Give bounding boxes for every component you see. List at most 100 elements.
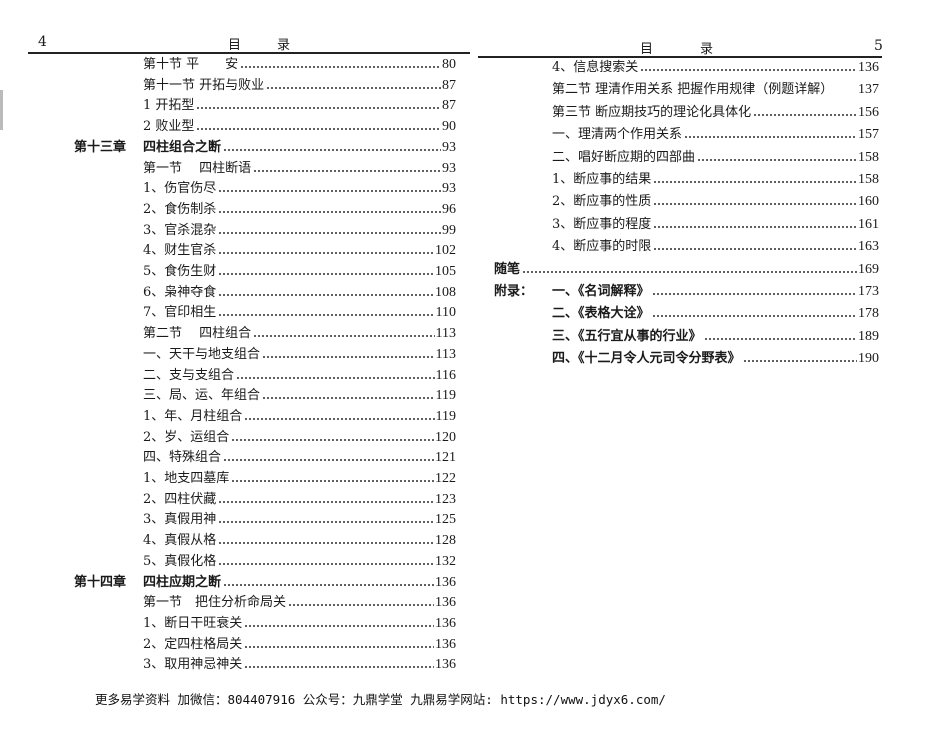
toc-entry-page-number: 123: [435, 491, 456, 507]
toc-entry-page-number: 105: [435, 264, 456, 279]
toc-entry[interactable]: 1、年、月柱组合 119: [143, 408, 456, 426]
toc-entry[interactable]: 三、《五行宜从事的行业》 189: [552, 328, 879, 346]
dot-leader: [218, 209, 441, 214]
toc-entry[interactable]: 四、特殊组合 121: [143, 449, 456, 467]
toc-entry-page-number: 137: [858, 82, 879, 98]
dot-leader: [653, 202, 857, 207]
dot-leader: [218, 251, 434, 256]
toc-entry[interactable]: 1 开拓型 87: [143, 97, 456, 115]
toc-entry[interactable]: 四柱组合之断 93: [143, 139, 456, 157]
toc-entry-page-number: 161: [858, 216, 879, 232]
toc-entry[interactable]: 二、《表格大诠》 178: [552, 305, 879, 323]
toc-entry-title: 二、唱好断应期的四部曲: [552, 149, 696, 165]
toc-entry-title: 2、岁、运组合: [143, 429, 230, 445]
toc-entry-title: 一、理清两个作用关系: [552, 127, 683, 143]
dot-leader: [218, 499, 434, 504]
toc-entry[interactable]: 第三节 断应期技巧的理论化具体化 156: [552, 104, 879, 122]
toc-entry-page-number: 136: [435, 657, 456, 673]
toc-entry-page-number: 90: [442, 119, 456, 135]
toc-entry[interactable]: 1、伤官伤尽 93: [143, 180, 456, 198]
toc-entry[interactable]: 1、断日干旺衰关 136: [143, 615, 456, 633]
toc-entry[interactable]: 2、四柱伏藏 123: [143, 491, 456, 509]
left-page-number: 4: [38, 34, 47, 50]
toc-entry[interactable]: 二、支与支组合 116: [143, 367, 456, 385]
toc-entry[interactable]: 三、局、运、年组合 119: [143, 387, 456, 405]
toc-entry[interactable]: 一、理清两个作用关系 157: [552, 126, 879, 144]
dot-leader: [218, 541, 434, 546]
toc-entry[interactable]: 7、官印相生 110: [143, 304, 456, 322]
toc-entry-title: 二、支与支组合: [143, 367, 235, 383]
toc-entry-title: 2、食伤制杀: [143, 201, 217, 217]
toc-entry[interactable]: 二、唱好断应期的四部曲 158: [552, 149, 879, 167]
dot-leader: [218, 272, 434, 276]
toc-entry-page-number: 136: [435, 574, 456, 590]
toc-entry-title: 5、食伤生财: [143, 264, 217, 279]
toc-entry[interactable]: 3、取用神忌神关 136: [143, 656, 456, 674]
toc-entry[interactable]: 随笔 169: [494, 261, 879, 279]
toc-entry[interactable]: 第一节 把住分析命局关 136: [143, 594, 456, 612]
toc-entry-page-number: 102: [435, 243, 456, 259]
toc-entry[interactable]: 3、官杀混杂 99: [143, 222, 456, 240]
dot-leader: [835, 90, 857, 94]
dot-leader: [244, 416, 435, 421]
toc-entry[interactable]: 第十一节 开拓与败业 87: [143, 77, 456, 95]
toc-entry-page-number: 136: [435, 636, 456, 652]
toc-entry[interactable]: 第二节 理清作用关系 把握作用规律（例题详解） 137: [552, 81, 879, 99]
chapter-label: 附录：: [494, 284, 534, 299]
toc-entry-title: 4、信息搜索关: [552, 60, 639, 75]
dot-leader: [218, 189, 441, 194]
toc-entry[interactable]: 3、真假用神 125: [143, 511, 456, 529]
chapter-label: 第十三章: [74, 139, 127, 155]
toc-entry[interactable]: 5、真假化格 132: [143, 553, 456, 571]
toc-entry[interactable]: 4、真假从格 128: [143, 532, 456, 550]
toc-entry[interactable]: 4、断应事的时限 163: [552, 238, 879, 256]
toc-entry[interactable]: 第十节 平 安 80: [143, 56, 456, 74]
toc-entry[interactable]: 2、岁、运组合 120: [143, 429, 456, 447]
dot-leader: [218, 520, 434, 525]
toc-entry[interactable]: 第二节 四柱组合 113: [143, 325, 456, 343]
toc-entry[interactable]: 4、财生官杀 102: [143, 242, 456, 260]
toc-entry[interactable]: 4、信息搜索关 136: [552, 59, 879, 77]
toc-entry-title: 二、《表格大诠》: [552, 306, 650, 322]
toc-entry-page-number: 108: [435, 284, 456, 300]
dot-leader: [244, 623, 434, 628]
dot-leader: [253, 168, 441, 173]
toc-entry[interactable]: 1、断应事的结果 158: [552, 171, 879, 189]
toc-entry-page-number: 158: [858, 172, 879, 187]
toc-entry-page-number: 132: [435, 553, 456, 569]
toc-entry[interactable]: 第一节 四柱断语 93: [143, 160, 456, 178]
toc-entry-title: 7、官印相生: [143, 305, 217, 321]
toc-entry[interactable]: 一、《名词解释》 173: [552, 283, 879, 301]
dot-leader: [651, 292, 857, 296]
toc-entry[interactable]: 2、断应事的性质 160: [552, 193, 879, 211]
toc-entry-title: 4、断应事的时限: [552, 239, 652, 255]
toc-entry-title: 随笔: [494, 261, 521, 277]
toc-entry[interactable]: 2 败业型 90: [143, 118, 456, 136]
left-header-lu: 录: [277, 38, 291, 53]
toc-entry[interactable]: 6、枭神夺食 108: [143, 284, 456, 302]
toc-entry-page-number: 93: [442, 139, 456, 155]
scan-edge-mark: [0, 90, 3, 130]
right-header-rule: [478, 56, 882, 58]
dot-leader: [651, 314, 857, 319]
toc-entry-page-number: 136: [435, 595, 456, 611]
toc-entry-page-number: 178: [858, 306, 879, 322]
toc-entry-title: 5、真假化格: [143, 553, 217, 569]
toc-entry-page-number: 156: [858, 104, 879, 120]
toc-entry[interactable]: 5、食伤生财 105: [143, 263, 456, 281]
toc-entry[interactable]: 四柱应期之断 136: [143, 574, 456, 592]
dot-leader: [196, 127, 441, 132]
dot-leader: [223, 458, 434, 463]
toc-entry[interactable]: 2、食伤制杀 96: [143, 201, 456, 219]
dot-leader: [231, 479, 434, 483]
toc-entry[interactable]: 3、断应事的程度 161: [552, 216, 879, 234]
toc-entry[interactable]: 一、天干与地支组合 113: [143, 346, 456, 364]
dot-leader: [218, 561, 434, 566]
dot-leader: [684, 135, 857, 140]
toc-entry-title: 3、断应事的程度: [552, 216, 652, 232]
toc-entry[interactable]: 四、《十二月令人元司令分野表》 190: [552, 350, 879, 368]
toc-entry[interactable]: 2、定四柱格局关 136: [143, 636, 456, 654]
toc-entry-title: 第二节 四柱组合: [143, 326, 252, 342]
toc-entry[interactable]: 1、地支四墓库 122: [143, 470, 456, 488]
